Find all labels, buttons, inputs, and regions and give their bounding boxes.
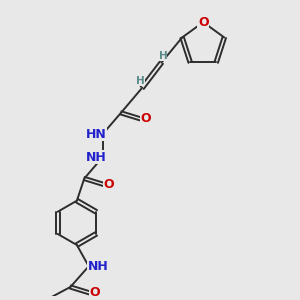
Text: HN: HN: [86, 128, 106, 141]
Text: NH: NH: [86, 151, 106, 164]
Text: O: O: [198, 16, 208, 29]
Text: NH: NH: [88, 260, 109, 273]
Text: O: O: [140, 112, 151, 125]
Text: O: O: [103, 178, 114, 191]
Text: H: H: [136, 76, 145, 86]
Text: O: O: [90, 286, 100, 299]
Text: H: H: [158, 51, 167, 61]
